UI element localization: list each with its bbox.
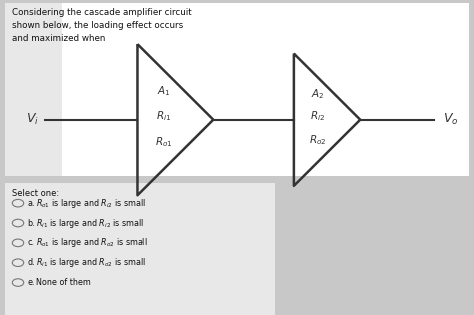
Text: Select one:: Select one: [12, 189, 59, 198]
Bar [5, 183, 275, 315]
Text: a.: a. [27, 199, 35, 208]
Text: $R_{o1}$ is large and $R_{i2}$ is small: $R_{o1}$ is large and $R_{i2}$ is small [36, 197, 146, 210]
Text: Considering the cascade amplifier circuit
shown below, the loading effect occurs: Considering the cascade amplifier circui… [12, 8, 191, 43]
Text: c.: c. [27, 238, 34, 247]
Text: d.: d. [27, 258, 35, 267]
Text: e.: e. [27, 278, 35, 287]
Bar [62, 3, 469, 176]
Text: $R_{i2}$: $R_{i2}$ [310, 110, 325, 123]
Text: $R_{i1}$: $R_{i1}$ [156, 110, 171, 123]
Text: b.: b. [27, 219, 35, 227]
Text: $R_{i1}$ is large and $R_{i2}$ is small: $R_{i1}$ is large and $R_{i2}$ is small [36, 216, 144, 230]
Text: $A_2$: $A_2$ [311, 88, 324, 101]
Text: None of them: None of them [36, 278, 91, 287]
Text: $R_{i1}$ is large and $R_{o2}$ is small: $R_{i1}$ is large and $R_{o2}$ is small [36, 256, 146, 269]
Bar [5, 3, 469, 176]
Text: $R_{o2}$: $R_{o2}$ [309, 133, 326, 147]
Text: $R_{o1}$ is large and $R_{o2}$ is small: $R_{o1}$ is large and $R_{o2}$ is small [36, 236, 147, 249]
Text: $A_1$: $A_1$ [157, 84, 170, 98]
Text: $R_{o1}$: $R_{o1}$ [155, 135, 173, 149]
Text: $V_i$: $V_i$ [26, 112, 39, 127]
Text: $V_o$: $V_o$ [443, 112, 459, 127]
